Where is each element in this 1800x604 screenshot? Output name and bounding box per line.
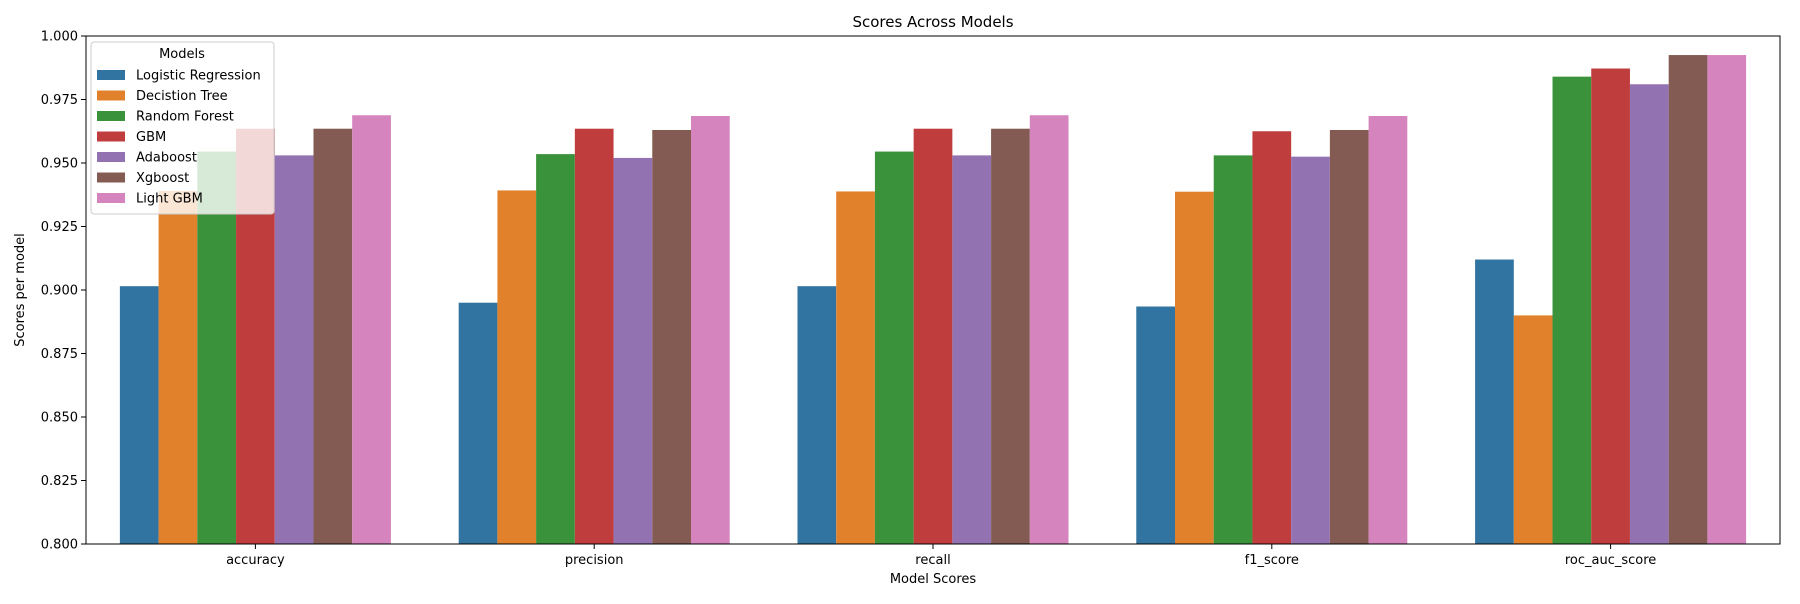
bar-precision-adaboost bbox=[613, 157, 653, 545]
bar-precision-random-forest bbox=[536, 154, 575, 545]
x-tick-label-roc_auc_score: roc_auc_score bbox=[1565, 553, 1656, 568]
y-tick-label: 0.825 bbox=[41, 474, 78, 489]
y-axis-label: Scores per model bbox=[13, 233, 28, 347]
bar-recall-adaboost bbox=[952, 155, 992, 544]
y-tick-label: 0.975 bbox=[41, 93, 78, 108]
legend-swatch-decistion-tree bbox=[97, 90, 125, 101]
x-axis: accuracy precision recall f1_score roc_auc_s… bbox=[226, 544, 1656, 568]
legend-swatch-random-forest bbox=[97, 111, 125, 121]
y-tick-label: 0.800 bbox=[41, 538, 78, 553]
legend-swatch-xgboost bbox=[97, 172, 125, 183]
bar-f1_score-light-gbm bbox=[1368, 116, 1408, 544]
bar-roc_auc_score-xgboost bbox=[1668, 55, 1708, 545]
legend-entries: Logistic Regression Decistion Tree Random … bbox=[97, 69, 261, 207]
bar-roc_auc_score-gbm bbox=[1591, 68, 1630, 544]
bar-precision-decistion-tree bbox=[497, 190, 537, 544]
bar-roc_auc_score-decistion-tree bbox=[1513, 315, 1553, 544]
bar-roc_auc_score-random-forest bbox=[1552, 76, 1592, 544]
legend-label-adaboost: Adaboost bbox=[136, 151, 197, 166]
bars-layer bbox=[119, 55, 1747, 545]
bar-f1_score-logistic-regression bbox=[1136, 306, 1175, 544]
y-tick-label: 0.875 bbox=[41, 347, 78, 362]
bar-f1_score-gbm bbox=[1252, 131, 1292, 544]
y-tick-label: 0.925 bbox=[41, 220, 78, 235]
bar-roc_auc_score-light-gbm bbox=[1707, 55, 1747, 545]
legend-swatch-logistic-regression bbox=[97, 70, 125, 80]
legend-label-logistic-regression: Logistic Regression bbox=[136, 69, 261, 84]
y-tick-label: 0.850 bbox=[41, 411, 78, 426]
y-axis: 0.800 0.825 0.850 0.875 0.900 0.925 0.950 0.975… bbox=[41, 30, 86, 553]
legend-label-random-forest: Random Forest bbox=[136, 110, 234, 125]
legend-label-gbm: GBM bbox=[136, 130, 166, 145]
y-tick-label: 0.900 bbox=[41, 284, 78, 299]
y-tick-label: 0.950 bbox=[41, 157, 78, 172]
bar-f1_score-adaboost bbox=[1291, 156, 1330, 544]
legend-box bbox=[90, 41, 275, 215]
y-tick-label: 1.000 bbox=[41, 30, 78, 45]
legend-swatch-gbm bbox=[97, 131, 125, 142]
bar-precision-xgboost bbox=[652, 129, 691, 545]
legend-title: Models bbox=[159, 47, 205, 62]
bar-precision-light-gbm bbox=[691, 116, 730, 544]
bar-f1_score-random-forest bbox=[1213, 155, 1253, 544]
chart-title: Scores Across Models bbox=[852, 13, 1013, 31]
bar-accuracy-decistion-tree bbox=[158, 190, 198, 544]
bar-precision-gbm bbox=[574, 128, 614, 544]
x-axis-label: Model Scores bbox=[890, 572, 977, 587]
bar-f1_score-decistion-tree bbox=[1175, 191, 1214, 544]
bar-recall-xgboost bbox=[991, 128, 1030, 544]
bar-accuracy-xgboost bbox=[313, 128, 353, 544]
bar-recall-gbm bbox=[913, 128, 953, 544]
bar-roc_auc_score-logistic-regression bbox=[1475, 259, 1514, 544]
bar-f1_score-xgboost bbox=[1329, 129, 1369, 545]
bar-recall-random-forest bbox=[874, 151, 914, 544]
legend-label-xgboost: Xgboost bbox=[136, 171, 189, 186]
bar-recall-logistic-regression bbox=[797, 286, 837, 544]
legend-label-decistion-tree: Decistion Tree bbox=[136, 89, 228, 104]
legend: Models Logistic Regression Decistion Tree… bbox=[90, 41, 275, 215]
legend-swatch-adaboost bbox=[97, 152, 125, 162]
x-tick-label-recall: recall bbox=[915, 553, 950, 568]
bar-accuracy-adaboost bbox=[274, 155, 314, 544]
bar-accuracy-logistic-regression bbox=[119, 286, 159, 544]
legend-label-light-gbm: Light GBM bbox=[136, 192, 203, 207]
x-tick-label-precision: precision bbox=[565, 553, 624, 568]
legend-swatch-light-gbm bbox=[97, 193, 125, 203]
bar-roc_auc_score-adaboost bbox=[1629, 84, 1669, 544]
bar-recall-decistion-tree bbox=[836, 191, 875, 544]
bar-accuracy-light-gbm bbox=[352, 115, 391, 544]
bar-accuracy-random-forest bbox=[197, 151, 237, 544]
bar-recall-light-gbm bbox=[1029, 115, 1069, 544]
x-tick-label-accuracy: accuracy bbox=[226, 553, 285, 568]
bar-precision-logistic-regression bbox=[458, 302, 498, 544]
x-tick-label-f1_score: f1_score bbox=[1245, 553, 1299, 568]
